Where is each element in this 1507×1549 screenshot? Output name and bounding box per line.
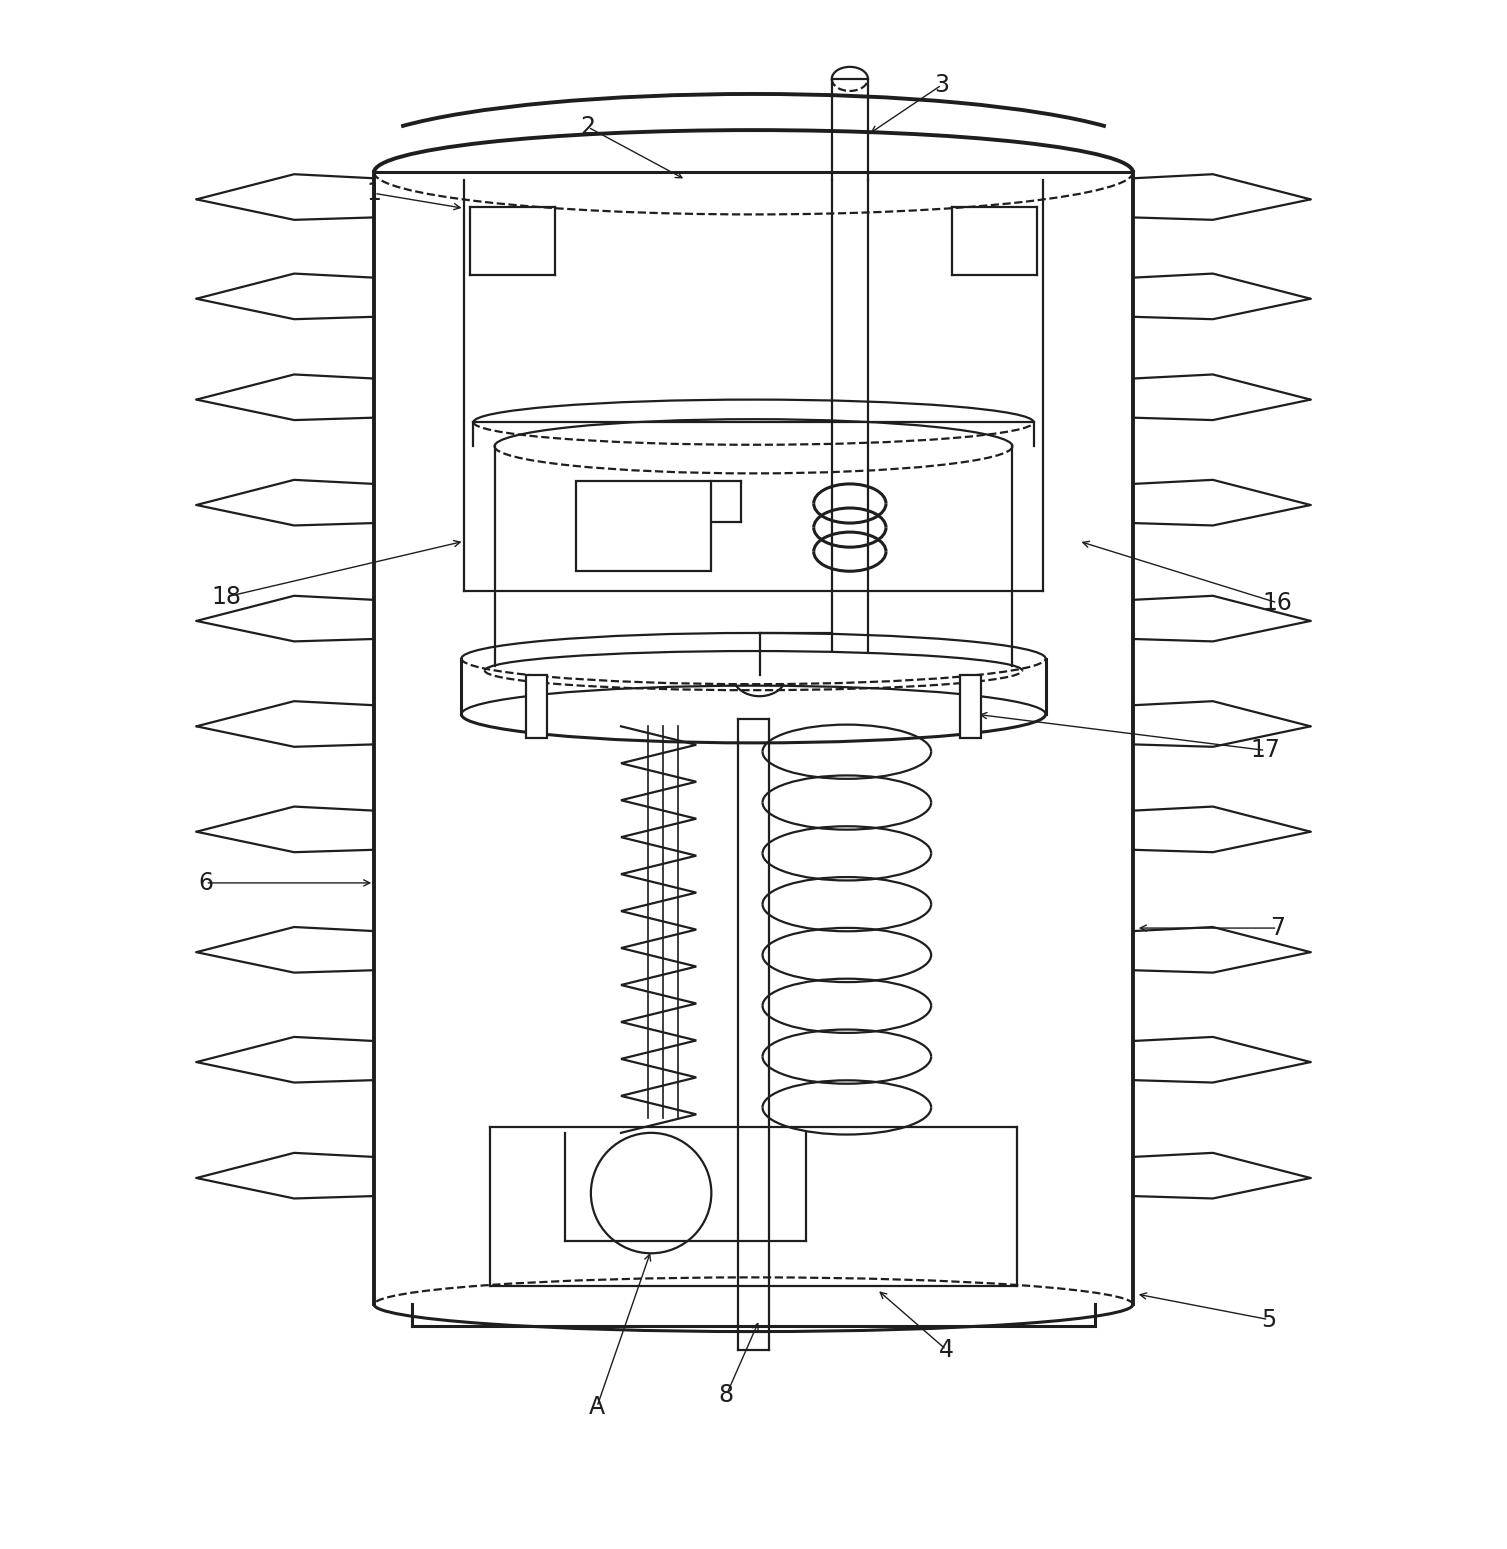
Text: 6: 6 bbox=[197, 871, 212, 895]
Text: 2: 2 bbox=[580, 115, 595, 139]
Text: 5: 5 bbox=[1261, 1307, 1276, 1332]
Text: 7: 7 bbox=[1270, 915, 1285, 940]
Text: 1: 1 bbox=[366, 181, 381, 206]
Text: 4: 4 bbox=[939, 1338, 954, 1362]
Bar bbox=[576, 480, 711, 572]
Text: 8: 8 bbox=[719, 1383, 734, 1406]
Text: 17: 17 bbox=[1251, 739, 1281, 762]
Text: A: A bbox=[589, 1394, 604, 1419]
Bar bbox=[526, 675, 547, 739]
Text: 18: 18 bbox=[211, 586, 241, 609]
Bar bbox=[960, 675, 981, 739]
Text: 3: 3 bbox=[934, 73, 949, 98]
Text: 16: 16 bbox=[1263, 590, 1293, 615]
